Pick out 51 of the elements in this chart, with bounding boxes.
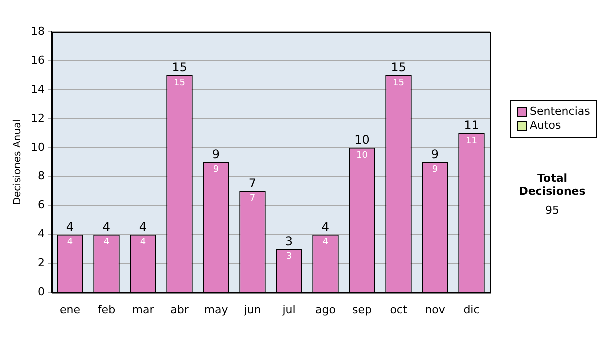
y-tick-label: 6 — [38, 198, 45, 212]
data-label: 3 — [286, 252, 292, 262]
y-tick-label: 14 — [30, 82, 45, 96]
y-tick-label: 4 — [38, 228, 45, 241]
total-label: 4 — [322, 220, 330, 234]
total-label: 4 — [102, 220, 111, 234]
x-tick-label: nov — [425, 303, 446, 316]
x-tick-label: ene — [60, 303, 81, 316]
x-tick-label: dic — [464, 303, 480, 316]
total-label: 7 — [248, 176, 257, 191]
total-label: 4 — [66, 220, 74, 234]
data-label: 7 — [250, 194, 256, 204]
total-label: 3 — [285, 234, 294, 248]
x-tick-label: oct — [390, 303, 408, 316]
data-label: 9 — [213, 165, 220, 176]
x-tick-label: mar — [132, 303, 155, 316]
y-tick-label: 18 — [30, 24, 45, 38]
data-label: 4 — [140, 238, 146, 248]
data-label: 11 — [466, 136, 478, 146]
text: Total Decisiones — [518, 172, 587, 198]
x-tick-label: feb — [98, 303, 116, 316]
total-label: 15 — [172, 60, 188, 75]
y-tick-label: 8 — [38, 170, 45, 183]
data-label: 9 — [432, 165, 438, 176]
y-tick-label: 12 — [30, 112, 45, 125]
total-label: 9 — [212, 148, 220, 162]
data-label: 15 — [174, 78, 186, 88]
data-label: 4 — [67, 238, 74, 248]
y-tick-label: 2 — [38, 256, 45, 270]
x-tick-label: sep — [352, 303, 372, 316]
x-tick-label: abr — [170, 303, 190, 316]
data-label: 15 — [393, 78, 404, 88]
total-label: 9 — [431, 148, 440, 162]
data-label: 4 — [104, 238, 110, 248]
y-tick-label: 16 — [30, 54, 45, 67]
x-tick-label: ago — [316, 303, 336, 316]
legend-label: Autos — [530, 119, 562, 133]
total-label: 10 — [354, 133, 370, 148]
y-tick-label: 0 — [38, 286, 45, 299]
total-label: 15 — [391, 60, 406, 75]
x-tick-label: jun — [243, 303, 262, 316]
x-tick-label: may — [204, 303, 229, 316]
x-tick-label: jul — [282, 303, 296, 316]
y-axis-title: Decisiones Anual — [12, 120, 24, 206]
total-label: 11 — [464, 118, 480, 133]
data-label: 10 — [356, 150, 368, 161]
legend-label: Sentencias — [530, 105, 590, 119]
total-label: 4 — [139, 220, 148, 234]
y-tick-label: 10 — [30, 140, 45, 154]
data-label: 4 — [322, 238, 329, 248]
text: 95 — [544, 204, 560, 217]
